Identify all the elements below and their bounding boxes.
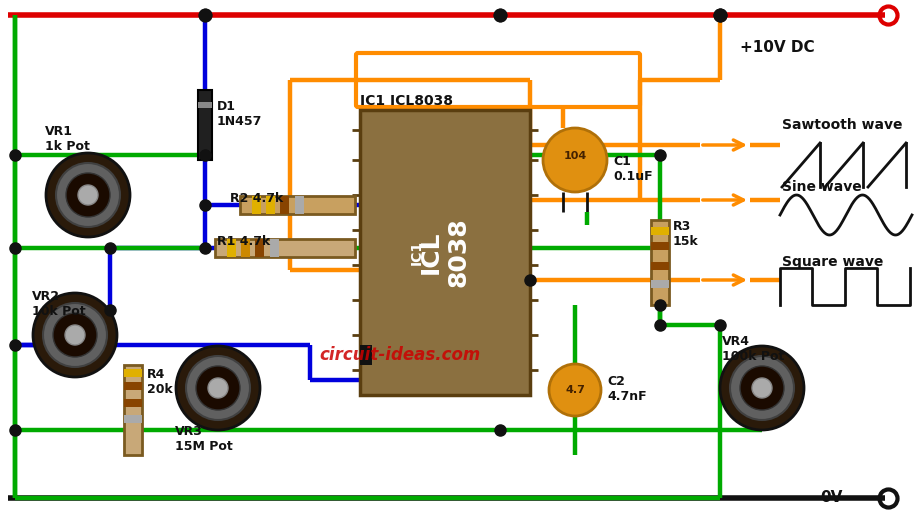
Bar (124, 415, 142, 423)
Bar (651, 227, 668, 235)
Text: C2
4.7nF: C2 4.7nF (607, 375, 646, 403)
Text: Sawtooth wave: Sawtooth wave (781, 118, 902, 132)
Bar (255, 239, 264, 257)
Bar (269, 239, 278, 257)
Circle shape (729, 356, 793, 420)
Text: +10V DC: +10V DC (739, 40, 813, 55)
Text: VR4
100k Pot: VR4 100k Pot (721, 335, 784, 363)
Text: VR3
15M Pot: VR3 15M Pot (175, 425, 233, 453)
Bar (240, 196, 355, 214)
Bar (124, 365, 142, 455)
Circle shape (549, 364, 600, 416)
Text: VR1
1k Pot: VR1 1k Pot (45, 125, 90, 153)
Bar (651, 242, 668, 250)
Text: ICL
8038: ICL 8038 (419, 217, 471, 287)
Text: IC1: IC1 (410, 240, 424, 265)
Circle shape (78, 185, 98, 205)
Circle shape (208, 378, 228, 398)
Bar (124, 369, 142, 377)
Circle shape (66, 173, 110, 217)
Text: Sine wave: Sine wave (781, 180, 861, 194)
Circle shape (46, 153, 130, 237)
Bar (651, 262, 668, 270)
Text: 104: 104 (562, 151, 586, 161)
Bar (198, 90, 211, 160)
Text: D1
1N457: D1 1N457 (217, 100, 262, 128)
Bar (295, 196, 303, 214)
Circle shape (33, 293, 117, 377)
Bar (241, 239, 250, 257)
Bar (279, 196, 289, 214)
Bar (252, 196, 261, 214)
Text: R4
20k: R4 20k (147, 368, 173, 396)
Circle shape (720, 346, 803, 430)
Circle shape (43, 303, 107, 367)
Bar (266, 196, 275, 214)
Text: VR2
10k Pot: VR2 10k Pot (32, 290, 85, 318)
Text: R3
15k: R3 15k (673, 220, 698, 248)
Circle shape (65, 325, 85, 345)
Text: 4.7: 4.7 (564, 385, 584, 395)
Circle shape (53, 313, 96, 357)
Circle shape (739, 366, 783, 410)
Circle shape (176, 346, 260, 430)
Bar (124, 382, 142, 390)
Text: C1
0.1uF: C1 0.1uF (612, 155, 652, 183)
Bar (198, 102, 211, 108)
Bar (359, 110, 529, 395)
Text: R2 4.7k: R2 4.7k (230, 192, 283, 205)
Circle shape (751, 378, 771, 398)
Text: Square wave: Square wave (781, 255, 882, 269)
Bar (651, 280, 668, 288)
Bar (124, 399, 142, 407)
Bar (227, 239, 236, 257)
Circle shape (196, 366, 240, 410)
Text: R1 4.7k: R1 4.7k (217, 235, 270, 248)
Circle shape (56, 163, 119, 227)
Bar (215, 239, 355, 257)
Bar (651, 220, 668, 305)
Text: circuit-ideas.com: circuit-ideas.com (319, 346, 480, 364)
Circle shape (542, 128, 607, 192)
Bar (359, 345, 371, 365)
Text: IC1 ICL8038: IC1 ICL8038 (359, 94, 452, 108)
Circle shape (186, 356, 250, 420)
Text: 0V: 0V (819, 490, 842, 505)
